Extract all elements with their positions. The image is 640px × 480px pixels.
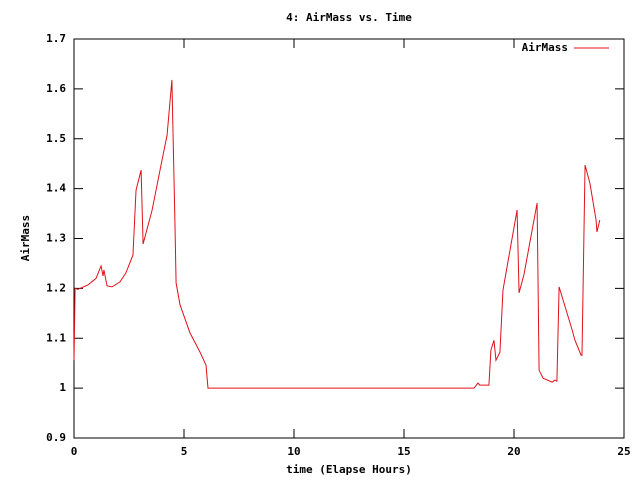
y-tick-label: 1.1 <box>46 331 66 344</box>
x-tick-label: 5 <box>181 445 188 458</box>
plot-frame <box>73 38 625 439</box>
y-tick-label: 1 <box>59 381 66 394</box>
y-tick-label: 1.2 <box>46 281 66 294</box>
x-tick-label: 25 <box>617 445 630 458</box>
y-tick-label: 1.7 <box>46 32 66 45</box>
legend-label: AirMass <box>522 41 568 54</box>
x-axis-label: time (Elapse Hours) <box>286 463 412 476</box>
x-tick-label: 10 <box>287 445 300 458</box>
x-tick-label: 15 <box>397 445 410 458</box>
x-tick-label: 20 <box>507 445 520 458</box>
chart-title: 4: AirMass vs. Time <box>286 11 412 24</box>
y-tick-label: 1.3 <box>46 232 66 245</box>
y-tick-label: 1.4 <box>46 182 66 195</box>
y-axis-label: AirMass <box>19 215 32 261</box>
data-line <box>73 79 601 389</box>
y-tick-label: 0.9 <box>46 431 66 444</box>
y-tick-label: 1.5 <box>46 132 66 145</box>
x-tick-label: 0 <box>71 445 78 458</box>
y-tick-label: 1.6 <box>46 82 66 95</box>
